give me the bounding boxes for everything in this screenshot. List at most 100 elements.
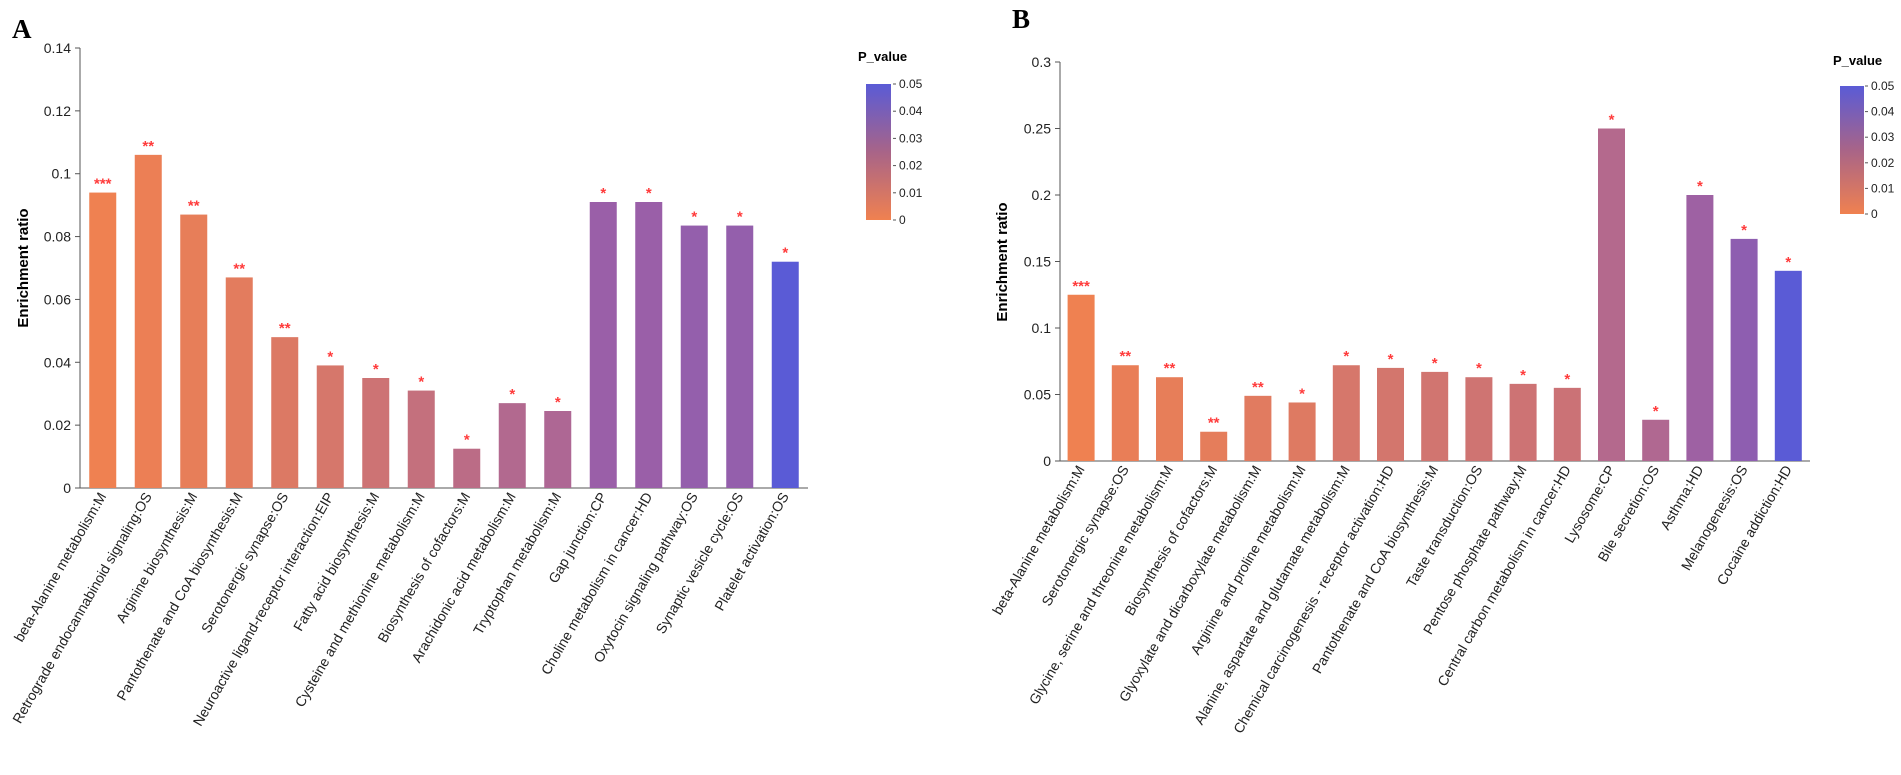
p-value-legend-a: P_value 0 0.01 0.02 0.03 0.04 0.05 xyxy=(858,49,923,227)
legend-tick-label: 0.04 xyxy=(1871,105,1895,119)
category-label: beta-Alanine metabolism:M xyxy=(11,490,110,645)
y-axis-title-a: Enrichment ratio xyxy=(15,208,32,327)
bar-b-6 xyxy=(1332,365,1360,461)
y-tick-label: 0.02 xyxy=(44,417,71,433)
y-tick-label: 0.3 xyxy=(1032,54,1052,70)
bar-b-5 xyxy=(1288,402,1316,461)
significance-mark: * xyxy=(646,185,652,202)
bar-a-1 xyxy=(134,154,162,488)
significance-mark: *** xyxy=(94,176,112,193)
significance-mark: * xyxy=(1520,367,1526,384)
significance-mark: ** xyxy=(1119,348,1131,365)
significance-mark: * xyxy=(1299,385,1305,402)
legend-tick-label: 0.03 xyxy=(1871,130,1895,144)
bar-a-3 xyxy=(225,277,253,488)
category-label: Synaptic vesicle cycle:OS xyxy=(652,490,746,637)
y-tick-label: 0.12 xyxy=(44,103,71,119)
bar-a-4 xyxy=(271,337,299,488)
bar-a-9 xyxy=(498,403,526,488)
bar-a-10 xyxy=(544,411,572,488)
significance-mark: * xyxy=(418,374,424,391)
significance-mark: * xyxy=(1653,403,1659,420)
significance-mark: * xyxy=(1785,254,1791,271)
significance-mark: * xyxy=(600,185,606,202)
legend-tick-label: 0.05 xyxy=(899,77,923,91)
y-tick-label: 0.14 xyxy=(44,40,71,56)
legend-tick-label: 0.01 xyxy=(1871,181,1895,195)
significance-marks-a: **************** ** ** ** xyxy=(94,138,788,449)
significance-mark: ** xyxy=(233,260,245,277)
y-axis-title-b: Enrichment ratio xyxy=(994,202,1011,321)
category-label: Asthma:HD xyxy=(1657,463,1707,533)
y-tick-label: 0.06 xyxy=(44,291,71,307)
significance-mark: ** xyxy=(1252,379,1264,396)
legend-tick-label: 0 xyxy=(1871,207,1878,221)
legend-title-a: P_value xyxy=(858,49,907,64)
significance-mark: * xyxy=(373,361,379,378)
significance-mark: ** xyxy=(188,198,200,215)
legend-tick-label: 0.02 xyxy=(899,159,923,173)
y-tick-label: 0.08 xyxy=(44,229,71,245)
significance-mark: * xyxy=(1388,351,1394,368)
legend-tick-label: 0.04 xyxy=(899,104,923,118)
bar-b-15 xyxy=(1730,238,1758,461)
significance-mark: * xyxy=(1343,348,1349,365)
significance-mark: * xyxy=(1697,178,1703,195)
bar-b-4 xyxy=(1244,395,1272,461)
bar-a-7 xyxy=(407,390,435,488)
y-tick-label: 0.25 xyxy=(1024,121,1051,137)
bar-b-8 xyxy=(1421,371,1449,461)
category-label: Serotonergic synapse:OS xyxy=(198,490,292,636)
significance-mark: * xyxy=(1476,360,1482,377)
significance-mark: * xyxy=(1564,371,1570,388)
legend-tick-label: 0.02 xyxy=(1871,156,1895,170)
category-label: Biosynthesis of cofactors:M xyxy=(374,490,473,646)
legend-tick-label: 0.03 xyxy=(899,131,923,145)
significance-marks-b: *********** ** * * * * ****** xyxy=(1072,112,1791,432)
bar-a-14 xyxy=(726,225,754,489)
bar-a-6 xyxy=(362,378,390,488)
significance-mark: *** xyxy=(1072,278,1090,295)
p-value-legend-b: P_value 0 0.01 0.02 0.03 0.04 0.05 xyxy=(1833,53,1895,221)
category-label: Tryptophan metabolism:M xyxy=(470,490,565,638)
panel-letter-a: A xyxy=(12,14,32,44)
significance-mark: ** xyxy=(142,138,154,155)
bar-b-1 xyxy=(1111,365,1139,461)
significance-mark: * xyxy=(691,209,697,226)
bar-b-12 xyxy=(1598,128,1625,461)
bar-series-a xyxy=(89,154,799,489)
significance-mark: ** xyxy=(279,320,291,337)
bar-b-13 xyxy=(1642,419,1670,461)
significance-mark: * xyxy=(782,245,788,262)
significance-mark: ** xyxy=(1208,415,1220,432)
significance-mark: ** xyxy=(1164,360,1176,377)
category-label: Fatty acid biosynthesis:M xyxy=(290,490,382,634)
significance-mark: * xyxy=(737,209,743,226)
category-label: Arginine biosynthesis:M xyxy=(113,490,201,626)
legend-tick-label: 0.01 xyxy=(899,186,923,200)
legend-tick-label: 0.05 xyxy=(1871,79,1895,93)
bar-b-16 xyxy=(1774,270,1802,461)
category-label: Serotonergic synapse:OS xyxy=(1038,463,1132,609)
bar-b-11 xyxy=(1553,387,1581,461)
bar-a-8 xyxy=(453,448,481,488)
bar-b-2 xyxy=(1156,377,1183,461)
chart-panel-a: A 0 0.02 0.04 0.06 0.08 0.1 0.12 0.14 Enrichmen… xyxy=(9,14,923,729)
legend-colorbar-b xyxy=(1840,86,1864,214)
bar-b-9 xyxy=(1465,377,1493,461)
legend-title-b: P_value xyxy=(1833,53,1882,68)
significance-mark: * xyxy=(1609,112,1615,129)
legend-colorbar-a xyxy=(866,84,891,220)
y-tick-label: 0.1 xyxy=(1032,320,1052,336)
significance-mark: * xyxy=(464,432,470,449)
significance-mark: * xyxy=(1741,222,1747,239)
panel-letter-b: B xyxy=(1012,4,1030,34)
significance-mark: * xyxy=(327,348,333,365)
significance-mark: * xyxy=(509,386,515,403)
y-tick-label: 0.04 xyxy=(44,354,71,370)
category-label: Taste transduction:OS xyxy=(1403,463,1486,590)
y-tick-label: 0.2 xyxy=(1032,187,1052,203)
